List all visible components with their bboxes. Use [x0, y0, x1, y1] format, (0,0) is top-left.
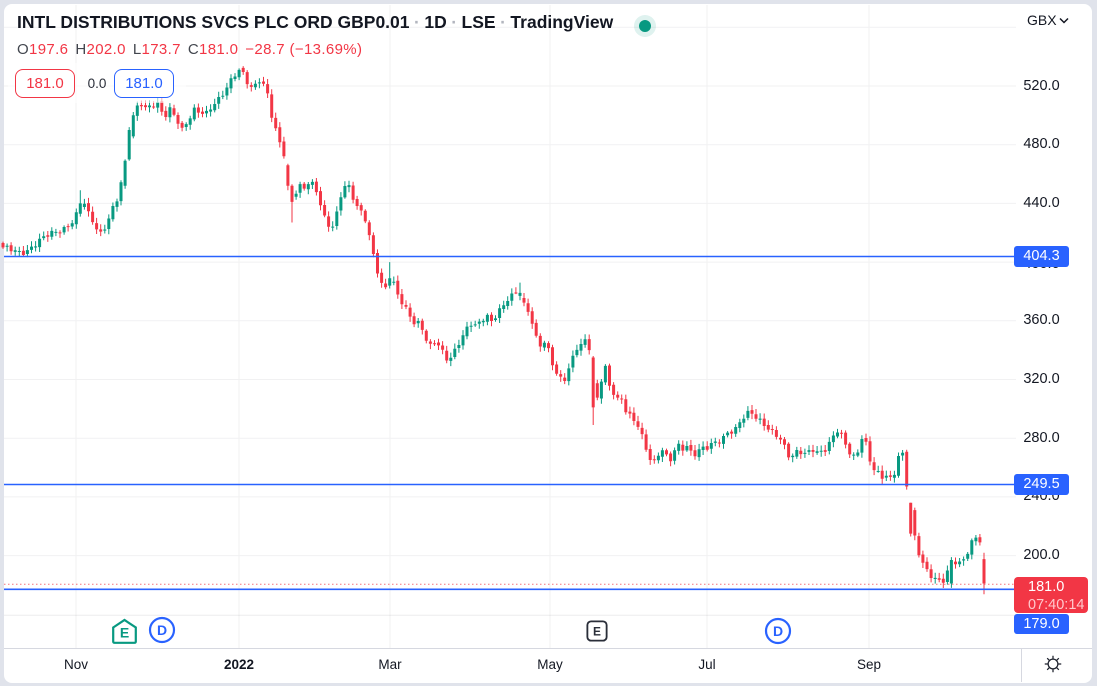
- svg-text:D: D: [773, 623, 783, 639]
- svg-text:E: E: [120, 625, 129, 641]
- svg-text:D: D: [157, 622, 167, 638]
- svg-text:E: E: [593, 625, 601, 639]
